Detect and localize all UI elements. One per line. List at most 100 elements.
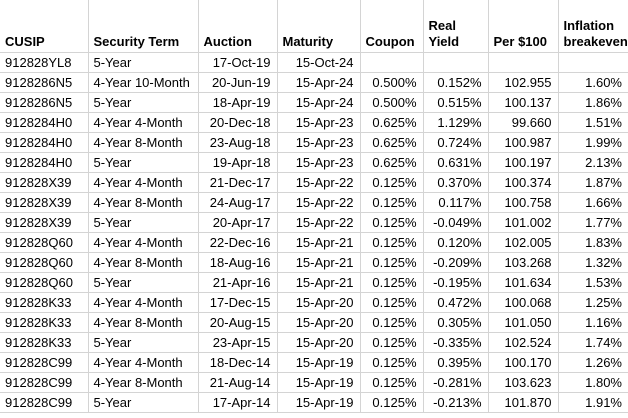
- cell-real-yield[interactable]: 0.724%: [423, 132, 489, 153]
- column-header-security-term[interactable]: Security Term: [88, 0, 199, 53]
- cell-maturity[interactable]: 15-Apr-23: [277, 132, 361, 153]
- cell-cusip[interactable]: 912828X39: [0, 172, 89, 193]
- cell-per-100[interactable]: 102.524: [488, 332, 559, 353]
- cell-inflation-breakeven[interactable]: 1.87%: [558, 172, 628, 193]
- cell-auction[interactable]: 20-Dec-18: [198, 112, 278, 133]
- cell-auction[interactable]: 17-Apr-14: [198, 392, 278, 413]
- cell-inflation-breakeven[interactable]: 1.86%: [558, 92, 628, 113]
- cell-coupon[interactable]: 0.625%: [360, 152, 424, 173]
- cell-maturity[interactable]: 15-Apr-20: [277, 312, 361, 333]
- cell-coupon[interactable]: 0.500%: [360, 72, 424, 93]
- cell-cusip[interactable]: 912828Q60: [0, 272, 89, 293]
- cell-coupon[interactable]: 0.125%: [360, 332, 424, 353]
- cell-real-yield[interactable]: 0.120%: [423, 232, 489, 253]
- cell-per-100[interactable]: 102.955: [488, 72, 559, 93]
- cell-coupon[interactable]: 0.125%: [360, 212, 424, 233]
- cell-inflation-breakeven[interactable]: [558, 52, 628, 73]
- cell-auction[interactable]: 21-Apr-16: [198, 272, 278, 293]
- cell-inflation-breakeven[interactable]: 1.77%: [558, 212, 628, 233]
- cell-cusip[interactable]: 9128286N5: [0, 92, 89, 113]
- cell-real-yield[interactable]: 0.631%: [423, 152, 489, 173]
- cell-cusip[interactable]: 912828Q60: [0, 252, 89, 273]
- cell-maturity[interactable]: 15-Apr-19: [277, 352, 361, 373]
- cell-maturity[interactable]: 15-Apr-21: [277, 232, 361, 253]
- cell-auction[interactable]: 24-Aug-17: [198, 192, 278, 213]
- column-header-cusip[interactable]: CUSIP: [0, 0, 89, 53]
- cell-real-yield[interactable]: -0.209%: [423, 252, 489, 273]
- cell-security-term[interactable]: 4-Year 4-Month: [88, 292, 199, 313]
- cell-security-term[interactable]: 4-Year 4-Month: [88, 232, 199, 253]
- cell-per-100[interactable]: 101.002: [488, 212, 559, 233]
- cell-auction[interactable]: 23-Apr-15: [198, 332, 278, 353]
- cell-security-term[interactable]: 4-Year 10-Month: [88, 72, 199, 93]
- cell-security-term[interactable]: 4-Year 8-Month: [88, 252, 199, 273]
- cell-maturity[interactable]: 15-Apr-22: [277, 172, 361, 193]
- cell-coupon[interactable]: 0.625%: [360, 132, 424, 153]
- cell-coupon[interactable]: 0.125%: [360, 372, 424, 393]
- cell-per-100[interactable]: 102.005: [488, 232, 559, 253]
- cell-auction[interactable]: 18-Aug-16: [198, 252, 278, 273]
- cell-real-yield[interactable]: -0.049%: [423, 212, 489, 233]
- cell-coupon[interactable]: 0.625%: [360, 112, 424, 133]
- cell-real-yield[interactable]: [423, 52, 489, 73]
- cell-cusip[interactable]: 912828Q60: [0, 232, 89, 253]
- cell-per-100[interactable]: [488, 52, 559, 73]
- column-header-coupon[interactable]: Coupon: [360, 0, 424, 53]
- cell-cusip[interactable]: 9128284H0: [0, 132, 89, 153]
- cell-per-100[interactable]: 100.137: [488, 92, 559, 113]
- cell-security-term[interactable]: 4-Year 8-Month: [88, 372, 199, 393]
- cell-maturity[interactable]: 15-Apr-24: [277, 92, 361, 113]
- cell-inflation-breakeven[interactable]: 1.60%: [558, 72, 628, 93]
- cell-inflation-breakeven[interactable]: 2.13%: [558, 152, 628, 173]
- column-header-maturity[interactable]: Maturity: [277, 0, 361, 53]
- cell-coupon[interactable]: 0.125%: [360, 312, 424, 333]
- cell-per-100[interactable]: 99.660: [488, 112, 559, 133]
- cell-real-yield[interactable]: 0.395%: [423, 352, 489, 373]
- cell-auction[interactable]: 19-Apr-18: [198, 152, 278, 173]
- cell-security-term[interactable]: 4-Year 8-Month: [88, 192, 199, 213]
- cell-cusip[interactable]: 912828K33: [0, 312, 89, 333]
- cell-auction[interactable]: 20-Jun-19: [198, 72, 278, 93]
- cell-real-yield[interactable]: -0.281%: [423, 372, 489, 393]
- cell-per-100[interactable]: 103.268: [488, 252, 559, 273]
- cell-inflation-breakeven[interactable]: 1.25%: [558, 292, 628, 313]
- cell-cusip[interactable]: 912828YL8: [0, 52, 89, 73]
- cell-per-100[interactable]: 100.758: [488, 192, 559, 213]
- cell-per-100[interactable]: 100.197: [488, 152, 559, 173]
- cell-cusip[interactable]: 9128284H0: [0, 112, 89, 133]
- cell-per-100[interactable]: 101.634: [488, 272, 559, 293]
- cell-inflation-breakeven[interactable]: 1.74%: [558, 332, 628, 353]
- cell-real-yield[interactable]: 1.129%: [423, 112, 489, 133]
- cell-maturity[interactable]: 15-Apr-19: [277, 392, 361, 413]
- cell-coupon[interactable]: 0.125%: [360, 392, 424, 413]
- cell-cusip[interactable]: 9128286N5: [0, 72, 89, 93]
- cell-auction[interactable]: 20-Apr-17: [198, 212, 278, 233]
- cell-cusip[interactable]: 912828X39: [0, 192, 89, 213]
- cell-coupon[interactable]: 0.125%: [360, 192, 424, 213]
- cell-inflation-breakeven[interactable]: 1.80%: [558, 372, 628, 393]
- cell-maturity[interactable]: 15-Apr-19: [277, 372, 361, 393]
- cell-coupon[interactable]: 0.125%: [360, 272, 424, 293]
- cell-security-term[interactable]: 5-Year: [88, 52, 199, 73]
- cell-coupon[interactable]: 0.500%: [360, 92, 424, 113]
- cell-auction[interactable]: 23-Aug-18: [198, 132, 278, 153]
- cell-real-yield[interactable]: 0.370%: [423, 172, 489, 193]
- cell-coupon[interactable]: [360, 52, 424, 73]
- cell-real-yield[interactable]: -0.335%: [423, 332, 489, 353]
- cell-per-100[interactable]: 101.870: [488, 392, 559, 413]
- cell-per-100[interactable]: 100.374: [488, 172, 559, 193]
- column-header-inflation-breakeven[interactable]: Inflation breakeven: [558, 0, 628, 53]
- cell-maturity[interactable]: 15-Oct-24: [277, 52, 361, 73]
- cell-auction[interactable]: 20-Aug-15: [198, 312, 278, 333]
- column-header-per-100[interactable]: Per $100: [488, 0, 559, 53]
- cell-real-yield[interactable]: -0.195%: [423, 272, 489, 293]
- cell-maturity[interactable]: 15-Apr-22: [277, 192, 361, 213]
- cell-cusip[interactable]: 9128284H0: [0, 152, 89, 173]
- cell-maturity[interactable]: 15-Apr-22: [277, 212, 361, 233]
- cell-security-term[interactable]: 5-Year: [88, 92, 199, 113]
- cell-security-term[interactable]: 5-Year: [88, 332, 199, 353]
- column-header-auction[interactable]: Auction: [198, 0, 278, 53]
- cell-coupon[interactable]: 0.125%: [360, 292, 424, 313]
- cell-auction[interactable]: 18-Apr-19: [198, 92, 278, 113]
- cell-security-term[interactable]: 4-Year 8-Month: [88, 132, 199, 153]
